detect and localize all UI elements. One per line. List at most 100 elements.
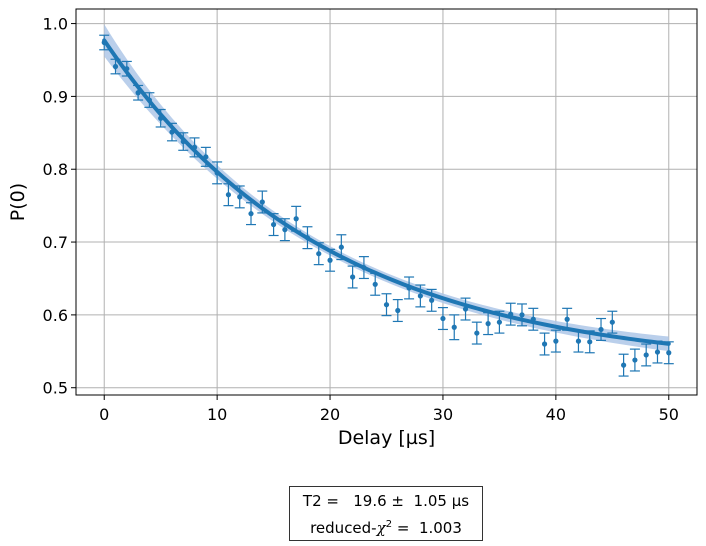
data-marker [440,315,446,322]
t2-result-line: T2 = 19.6 ± 1.05 µs [302,492,470,510]
data-marker [451,324,457,330]
data-marker [621,362,627,368]
data-marker [654,349,661,355]
data-point [155,108,166,128]
data-marker [541,341,548,347]
grid-layer [76,9,697,395]
data-point [562,307,573,331]
data-marker [112,63,119,70]
data-point [528,307,539,331]
x-tick-label: 20 [320,405,340,424]
data-points-layer [99,34,674,377]
fit-results-box: T2 = 19.6 ± 1.05 µs reduced-χ2 = 1.003 [289,486,483,541]
data-marker [496,319,503,325]
data-marker [169,129,175,135]
data-point [652,340,663,364]
data-marker [180,138,186,145]
x-tick-label: 50 [659,405,679,424]
data-point [550,329,561,353]
data-marker [259,199,265,205]
data-marker [304,235,311,241]
data-point [573,329,584,353]
chi-square-line: reduced-χ2 = 1.003 [290,513,482,540]
data-point [471,321,482,345]
data-point [437,307,448,331]
data-marker [519,312,525,318]
y-tick-label: 0.7 [43,233,68,252]
data-marker [485,321,491,327]
data-marker [429,297,435,303]
data-point [144,92,155,108]
data-marker [101,39,107,46]
chi-prefix: reduced- [310,519,377,537]
data-marker [146,97,152,103]
y-tick-label: 0.9 [43,87,68,106]
y-tick-label: 0.5 [43,379,68,398]
data-point [99,34,110,51]
data-point [212,161,223,185]
x-axis-label: Delay [µs] [338,427,435,449]
data-point [584,330,595,354]
x-tick-label: 40 [546,405,566,424]
data-point [302,226,313,250]
data-marker [643,352,649,358]
data-marker [350,274,356,280]
ticks-layer: 0 10 20 30 40 50 0.5 0.6 0.7 0.8 0.9 1.0 [43,15,679,424]
data-marker [225,192,232,198]
plot-frame [75,8,698,396]
data-point [483,312,494,336]
chi-symbol: χ [376,519,386,537]
data-marker [361,264,367,271]
data-point [291,205,302,232]
data-marker [293,216,299,222]
data-marker [598,326,604,333]
data-marker [203,154,209,160]
data-marker [632,357,638,363]
data-point [223,183,234,207]
data-marker [383,302,390,308]
y-tick-label: 0.6 [43,306,68,325]
data-point [392,298,403,323]
data-marker [575,338,582,344]
data-marker [158,115,164,121]
data-marker [508,311,514,317]
data-marker [372,281,378,287]
data-marker [406,285,412,291]
data-marker [609,319,615,325]
data-marker [135,90,141,96]
data-marker [564,316,570,322]
data-marker [316,251,322,257]
data-point [336,234,347,261]
data-marker [248,211,254,217]
data-point [494,310,505,334]
data-point [358,256,369,280]
y-tick-label: 1.0 [43,15,68,34]
data-point [325,248,336,272]
data-point [257,190,268,214]
data-point [110,58,121,75]
data-point [370,272,381,296]
data-point [618,353,629,377]
data-marker [327,257,333,263]
data-point [279,218,290,242]
data-point [641,343,652,367]
data-point [505,302,516,326]
data-marker [474,330,480,336]
data-marker [191,144,198,150]
data-marker [462,306,469,312]
x-tick-label: 10 [207,405,227,424]
data-point [539,332,550,356]
data-point [381,293,392,317]
data-point [313,242,324,266]
data-point [121,60,132,77]
chi-superscript: 2 [385,519,393,530]
data-marker [395,307,401,314]
data-point [166,122,177,142]
data-marker [530,316,536,322]
data-marker [270,221,277,228]
data-marker [124,66,130,72]
data-marker [587,339,593,345]
x-tick-label: 0 [99,405,109,424]
data-point [415,284,426,308]
